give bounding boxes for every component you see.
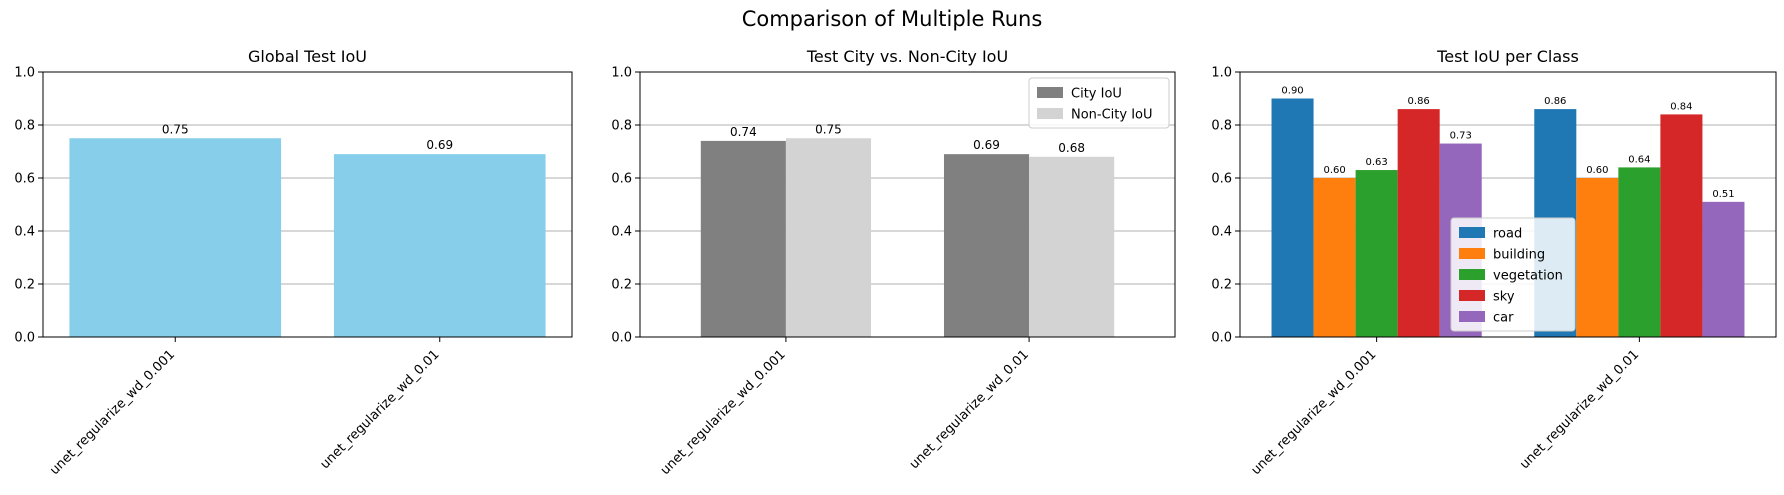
y-tick-label: 0.6 — [611, 172, 632, 187]
x-tick-label: unet_regularize_wd_0.001 — [1249, 347, 1380, 478]
x-tick-label: unet_regularize_wd_0.001 — [658, 347, 789, 478]
y-tick-label: 0.0 — [611, 331, 632, 346]
y-tick-label: 0.2 — [14, 278, 35, 293]
bar-building-2 — [1576, 178, 1619, 337]
bar-value-2 — [333, 154, 546, 337]
chart-title: Test City vs. Non-City IoU — [806, 47, 1008, 66]
axes-frame — [639, 71, 1176, 338]
bar-value-label: 0.51 — [1712, 189, 1734, 200]
y-tick-label: 0.2 — [611, 278, 632, 293]
bar-value-label: 0.75 — [162, 122, 189, 136]
bar-non-city-iou-1 — [785, 138, 872, 337]
bar-value-label: 0.64 — [1628, 154, 1650, 165]
y-tick-label: 0.0 — [1211, 331, 1232, 346]
bar-value-label: 0.60 — [1586, 165, 1608, 176]
bar-car-2 — [1702, 201, 1745, 337]
y-tick-label: 0.4 — [14, 225, 35, 240]
bar-value-label: 0.69 — [973, 138, 1000, 152]
bar-value-label: 0.74 — [730, 125, 757, 139]
charts-container: Global Test IoU 0.0 0.2 0.4 0.6 0.8 1.0 0.75 0.6… — [14, 47, 1777, 478]
bar-value-label: 0.86 — [1408, 96, 1430, 107]
chart-panel-1: Global Test IoU 0.0 0.2 0.4 0.6 0.8 1.0 0.75 0.6… — [14, 47, 573, 478]
legend-swatch — [1037, 108, 1063, 119]
legend-label: road — [1493, 227, 1522, 242]
legend-swatch — [1459, 290, 1485, 301]
y-tick-label: 1.0 — [14, 66, 35, 81]
bar-value-label: 0.60 — [1323, 165, 1345, 176]
y-tick-label: 0.0 — [14, 331, 35, 346]
bar-value-label: 0.84 — [1670, 101, 1692, 112]
y-tick-label: 0.4 — [1211, 225, 1232, 240]
legend-swatch — [1459, 248, 1485, 259]
chart-title: Global Test IoU — [248, 47, 367, 66]
legend-swatch — [1459, 269, 1485, 280]
chart-panel-2: Test City vs. Non-City IoU 0.0 0.2 0.4 0.6 0.… — [611, 47, 1176, 478]
bar-value-label: 0.63 — [1365, 157, 1387, 168]
legend-box — [1450, 217, 1576, 332]
bar-value-label: 0.90 — [1281, 86, 1303, 97]
bar-value-1 — [69, 138, 282, 337]
bar-sky-1 — [1397, 109, 1440, 337]
legend-label: vegetation — [1493, 269, 1563, 284]
y-tick-label: 0.2 — [1211, 278, 1232, 293]
y-tick-label: 0.6 — [14, 172, 35, 187]
legend-swatch — [1037, 87, 1063, 98]
legend-swatch — [1459, 311, 1485, 322]
x-tick-label: unet_regularize_wd_0.01 — [907, 347, 1032, 472]
y-tick-label: 0.8 — [611, 119, 632, 134]
y-tick-label: 1.0 — [611, 66, 632, 81]
bar-value-label: 0.73 — [1450, 131, 1472, 142]
bar-road-1 — [1271, 98, 1314, 337]
bar-non-city-iou-2 — [1029, 156, 1115, 337]
bar-value-label: 0.69 — [426, 138, 453, 152]
legend-label: sky — [1493, 290, 1515, 305]
legend-label: car — [1493, 311, 1514, 326]
chart-panel-3: Test IoU per Class 0.0 0.2 0.4 0.6 0.8 1.0 0.90… — [1211, 47, 1777, 478]
legend: City IoU Non-City IoU — [1028, 77, 1170, 129]
bar-vegetation-1 — [1355, 170, 1398, 337]
legend: road building vegetation sky car — [1450, 217, 1576, 332]
bar-value-label: 0.68 — [1058, 141, 1085, 155]
bar-sky-2 — [1660, 114, 1703, 338]
legend-box — [1028, 77, 1170, 129]
bar-vegetation-2 — [1618, 167, 1661, 337]
y-tick-label: 0.4 — [611, 225, 632, 240]
x-tick-label: unet_regularize_wd_0.01 — [318, 347, 443, 472]
y-tick-label: 0.6 — [1211, 172, 1232, 187]
bar-value-label: 0.75 — [815, 122, 842, 136]
bar-city-iou-1 — [700, 140, 786, 337]
chart-title: Test IoU per Class — [1436, 47, 1579, 66]
y-tick-label: 0.8 — [14, 119, 35, 134]
bar-building-1 — [1313, 178, 1356, 337]
axes-frame — [1239, 71, 1777, 338]
bar-city-iou-2 — [943, 154, 1030, 337]
y-tick-label: 1.0 — [1211, 66, 1232, 81]
legend-label: City IoU — [1071, 87, 1122, 102]
legend-label: Non-City IoU — [1071, 108, 1153, 123]
legend-label: building — [1493, 248, 1545, 263]
x-tick-label: unet_regularize_wd_0.001 — [47, 347, 178, 478]
axes-frame — [42, 71, 573, 338]
bar-value-label: 0.86 — [1544, 96, 1566, 107]
x-tick-label: unet_regularize_wd_0.01 — [1517, 347, 1642, 472]
figure-title: Comparison of Multiple Runs — [742, 7, 1043, 31]
y-tick-label: 0.8 — [1211, 119, 1232, 134]
legend-swatch — [1459, 227, 1485, 238]
